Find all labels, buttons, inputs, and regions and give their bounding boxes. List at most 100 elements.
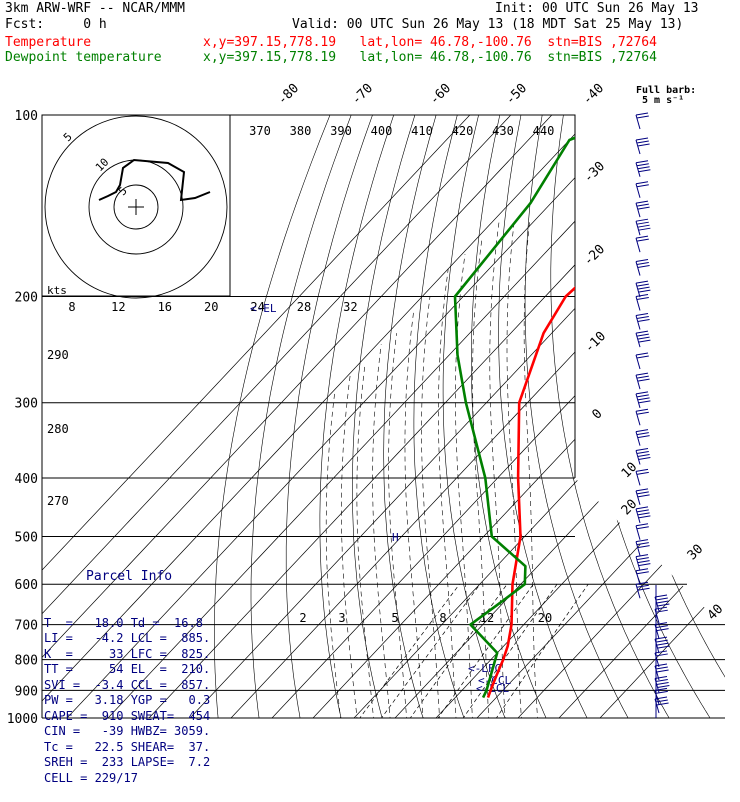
- speed-scale-label: 8: [68, 300, 75, 314]
- wind-barb-flag: [637, 318, 650, 322]
- barb-key-units: 5 m s⁻¹: [642, 95, 684, 106]
- dewpoint-trace: [453, 115, 635, 699]
- wind-barb-flag: [637, 494, 650, 498]
- parcel-info-row: Tc = 22.5 SHEAR= 37.: [44, 739, 211, 754]
- model-title: 3km ARW-WRF -- NCAR/MMM: [5, 1, 186, 16]
- parcel-info-row: T = 18.0 Td = 16.8: [44, 615, 203, 630]
- init-time: Init: 00 UTC Sun 26 May 13: [495, 1, 699, 16]
- wind-barb-flag: [636, 375, 649, 379]
- wind-barb-flag: [636, 526, 649, 530]
- wind-barb-flag: [637, 224, 650, 228]
- wind-barb-flag: [656, 702, 669, 706]
- wind-barb-flag: [637, 336, 650, 340]
- theta-e-label: 420: [452, 124, 474, 138]
- wind-barb-flag: [637, 286, 650, 290]
- wind-barb-flag: [635, 488, 649, 492]
- pressure-tick-label: 1000: [7, 712, 38, 727]
- wind-barb-flag: [638, 169, 651, 173]
- wind-barb-staff: [635, 282, 641, 298]
- mixing-ratio-line: [487, 584, 589, 718]
- mixing-ratio-label: 3: [338, 611, 345, 625]
- wind-barb-flag: [636, 333, 649, 337]
- wind-barb-flag: [655, 639, 668, 643]
- moist-adiabat-line: [325, 393, 343, 718]
- mixing-ratio-line: [400, 583, 508, 718]
- wind-barb-staff: [635, 332, 641, 348]
- wind-barb-flag: [636, 184, 649, 188]
- theta-e-label: 400: [371, 124, 393, 138]
- wind-barb-flag: [636, 115, 649, 119]
- wind-barb-flag: [636, 283, 649, 287]
- wind-barb-flag: [638, 339, 651, 343]
- wind-barb-flag: [636, 509, 649, 513]
- wind-barb-flag: [635, 506, 649, 510]
- wind-barb-flag: [636, 557, 649, 561]
- wind-barb-flag: [654, 676, 668, 679]
- wind-barb-flag: [637, 378, 650, 382]
- mixing-ratio-label: 2: [299, 611, 306, 625]
- wind-barb-flag: [635, 181, 649, 185]
- speed-scale-label: 20: [204, 300, 218, 314]
- wind-barb-flag: [636, 140, 649, 144]
- pressure-tick-label: 900: [15, 684, 38, 699]
- isotherm-line: [42, 115, 579, 718]
- wind-barb-flag: [635, 259, 649, 263]
- wind-barb-staff: [635, 296, 641, 311]
- wind-barb-staff: [635, 162, 641, 177]
- isotherm-label: 30: [685, 542, 707, 564]
- wind-barb-flag: [656, 600, 669, 604]
- parcel-level-annotation: <-LCL: [476, 682, 509, 695]
- wind-barb-flag: [655, 679, 668, 682]
- wind-barb-flag: [654, 687, 668, 691]
- isotherm-label: 40: [705, 602, 727, 624]
- wind-barb-flag: [655, 653, 668, 657]
- wind-barb-flag: [636, 584, 649, 588]
- isotherm-label: -50: [503, 81, 530, 108]
- wind-barb-flag: [636, 491, 649, 495]
- isotherm-line: [42, 115, 620, 718]
- theta-e-label: 430: [492, 124, 514, 138]
- wind-barb-flag: [636, 262, 649, 266]
- dry-adiabat-line: [383, 115, 445, 718]
- isotherm-label: -30: [581, 159, 608, 186]
- dry-adiabat-line: [471, 115, 553, 718]
- hodograph-units: kts: [47, 284, 67, 297]
- wind-barb-flag: [635, 137, 649, 141]
- wind-barb-staff: [635, 139, 641, 155]
- mixing-ratio-label: 8: [439, 611, 446, 625]
- isotherm-label: -10: [582, 329, 609, 356]
- wind-barb-flag: [637, 545, 650, 549]
- wind-barb-flag: [635, 218, 649, 222]
- wind-barb-flag: [635, 581, 649, 585]
- pressure-tick-label: 700: [15, 619, 38, 634]
- isotherm-line: [42, 115, 538, 718]
- dry-adiabat-line: [668, 115, 725, 718]
- wind-barb-flag: [637, 512, 650, 516]
- mixing-ratio-line: [454, 584, 558, 718]
- dry-adiabat-line: [733, 87, 740, 730]
- parcel-info-row: TT = 54 EL = 210.: [44, 662, 211, 676]
- wind-barb-staff: [635, 393, 641, 408]
- moist-adiabat-line: [341, 375, 359, 718]
- wind-barb-staff: [635, 508, 641, 524]
- parcel-info-row: CIN = -39 HWBZ= 3059.: [44, 724, 211, 738]
- wind-barb-staff: [635, 354, 641, 370]
- isotherm-line: [587, 115, 725, 718]
- pressure-tick-label: 400: [15, 472, 38, 487]
- moist-adiabat-line: [455, 253, 474, 718]
- theta-e-label: 390: [330, 124, 352, 138]
- wind-barb-flag: [635, 280, 649, 284]
- hodograph-ring: [113, 184, 159, 230]
- wind-barb-flag: [638, 400, 651, 404]
- isotherm-label: 20: [619, 497, 641, 519]
- parcel-info-row: LI = -4.2 LCL = 885.: [44, 631, 211, 645]
- wind-barb-flag: [636, 394, 649, 398]
- wind-barb-flag: [654, 663, 668, 667]
- wind-barb-flag: [637, 206, 650, 210]
- wind-marker: H: [392, 531, 399, 544]
- isobar-lines: [41, 114, 725, 719]
- wind-barb-staff: [635, 374, 641, 390]
- wind-barb-flag: [655, 597, 668, 601]
- wind-barb-flag: [637, 265, 650, 269]
